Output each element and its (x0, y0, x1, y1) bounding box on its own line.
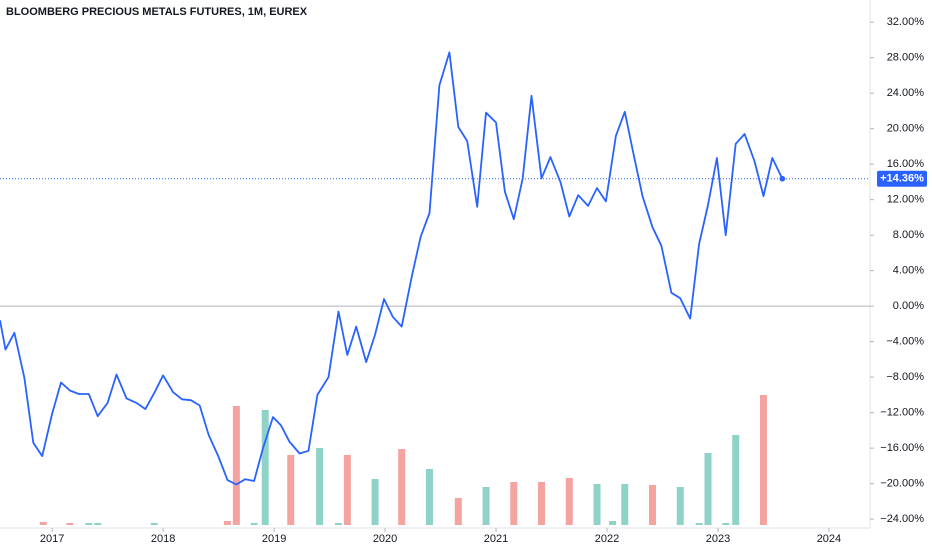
last-point (779, 175, 786, 182)
volume-bar (261, 410, 269, 525)
y-tick-label: 24.00% (887, 87, 925, 99)
price-label-box (877, 170, 927, 187)
y-tick-label: 8.00% (893, 229, 924, 241)
volume-bar (454, 498, 462, 525)
volume-bar (510, 482, 518, 525)
volume-bar (398, 449, 406, 525)
chart-title: BLOOMBERG PRECIOUS METALS FUTURES, 1M, E… (6, 6, 308, 18)
volume-bar (425, 469, 433, 525)
volume-bar (565, 478, 573, 525)
x-tick-label: 2020 (373, 533, 397, 545)
volume-bar (223, 521, 231, 525)
volume-bar (759, 395, 767, 525)
y-tick-label: −4.00% (886, 336, 924, 348)
volume-bar (94, 523, 102, 525)
volume-bar (704, 453, 712, 525)
volume-bar (150, 523, 158, 525)
x-tick-label: 2018 (151, 533, 175, 545)
x-tick-label: 2019 (262, 533, 286, 545)
y-tick-label: −12.00% (880, 407, 924, 419)
volume-bar (593, 484, 601, 525)
y-tick-label: 4.00% (893, 265, 924, 277)
volume-bar (722, 523, 730, 525)
x-tick-label: 2017 (40, 533, 64, 545)
volume-bar (621, 484, 629, 525)
y-tick-label: 32.00% (887, 16, 925, 28)
volume-bar (66, 523, 74, 525)
volume-bar (732, 435, 740, 525)
volume-bar (676, 487, 684, 525)
y-tick-label: 16.00% (887, 158, 925, 170)
volume-bar (538, 482, 546, 525)
x-tick-label: 2022 (595, 533, 619, 545)
volume-bar (39, 522, 47, 525)
volume-bar (609, 521, 617, 525)
volume-bar (316, 448, 324, 525)
volume-bar (232, 406, 240, 525)
volume-bar (343, 455, 351, 525)
volume-bar (695, 523, 703, 525)
y-tick-label: −16.00% (880, 442, 924, 454)
x-tick-label: 2023 (706, 533, 730, 545)
volume-bar (334, 523, 342, 525)
volume-bar (649, 485, 656, 525)
x-tick-label: 2024 (817, 533, 841, 545)
volume-bar (482, 487, 490, 525)
y-tick-label: −24.00% (880, 513, 924, 525)
volume-bar (287, 455, 295, 525)
y-tick-label: −20.00% (880, 478, 924, 490)
y-tick-label: 20.00% (887, 123, 925, 135)
y-tick-label: 28.00% (887, 52, 925, 64)
volume-bar (250, 523, 258, 525)
volume-bar (371, 479, 379, 525)
y-tick-label: 12.00% (887, 194, 925, 206)
price-label: +14.36% (880, 173, 924, 185)
volume-bar (85, 523, 93, 525)
price-line (0, 51, 784, 486)
x-tick-label: 2021 (484, 533, 508, 545)
y-tick-label: −8.00% (886, 371, 924, 383)
y-tick-label: 0.00% (893, 300, 924, 312)
